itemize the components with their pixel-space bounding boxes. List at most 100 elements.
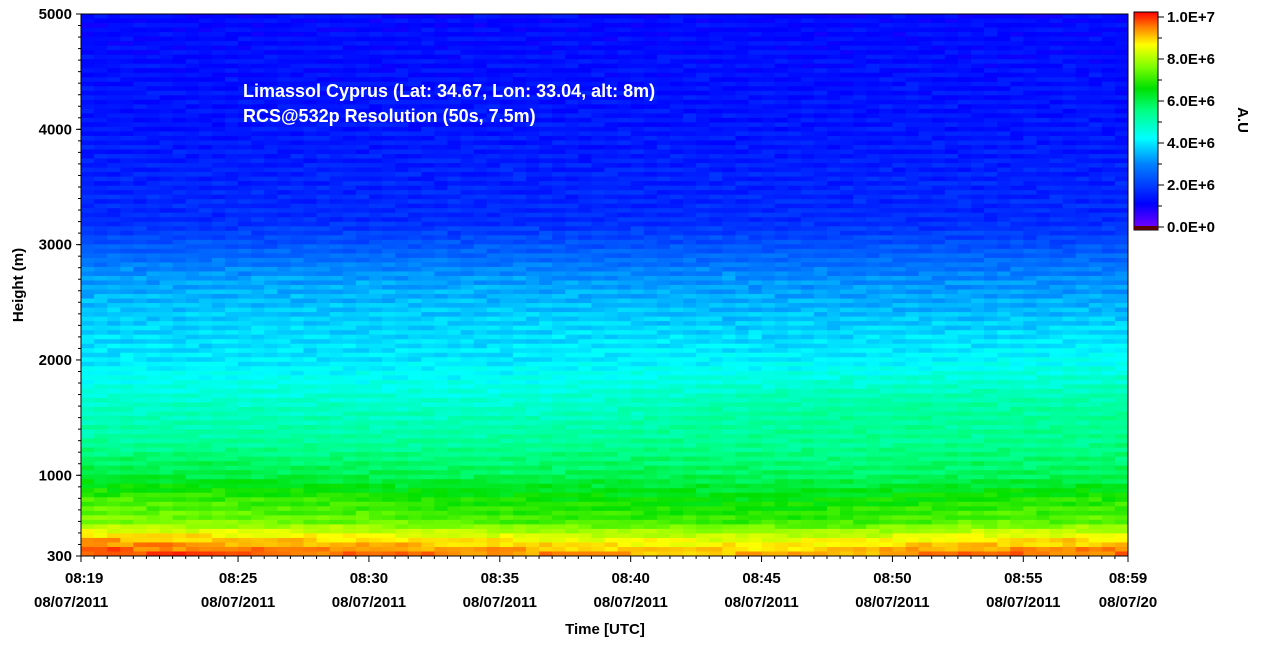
heatmap-cell — [133, 289, 148, 295]
heatmap-cell — [565, 32, 579, 38]
heatmap-cell — [368, 510, 383, 516]
heatmap-cell — [486, 384, 501, 390]
heatmap-cell — [277, 510, 291, 516]
heatmap-cell — [277, 163, 291, 169]
heatmap-cell — [421, 190, 435, 196]
heatmap-cell — [251, 542, 265, 548]
heatmap-cell — [355, 289, 370, 295]
heatmap-cell — [290, 303, 305, 309]
heatmap-cell — [499, 447, 514, 453]
heatmap-cell — [617, 334, 632, 340]
heatmap-cell — [251, 307, 265, 313]
heatmap-cell — [120, 375, 134, 381]
heatmap-cell — [355, 325, 370, 331]
heatmap-cell — [408, 352, 422, 358]
heatmap-cell — [185, 474, 200, 480]
heatmap-cell — [591, 194, 606, 200]
heatmap-cell — [578, 339, 593, 345]
heatmap-cell — [316, 519, 331, 525]
heatmap-cell — [133, 217, 148, 223]
heatmap-cell — [499, 144, 514, 151]
heatmap-cell — [264, 488, 278, 494]
heatmap-cell — [224, 420, 239, 426]
heatmap-cell — [408, 135, 422, 142]
heatmap-cell — [408, 18, 422, 24]
heatmap-cell — [355, 181, 370, 187]
heatmap-cell — [277, 447, 291, 453]
heatmap-cell — [94, 239, 108, 245]
heatmap-cell — [198, 77, 213, 83]
heatmap-cell — [499, 18, 514, 24]
heatmap-cell — [539, 438, 553, 444]
heatmap-cell — [512, 163, 527, 169]
heatmap-cell — [94, 253, 108, 259]
heatmap-cell — [264, 144, 278, 151]
heatmap-cell — [499, 334, 514, 340]
heatmap-cell — [316, 181, 331, 187]
heatmap-cell — [565, 257, 579, 264]
heatmap-cell — [460, 357, 475, 363]
heatmap-cell — [277, 41, 291, 47]
heatmap-cell — [224, 375, 239, 381]
heatmap-cell — [395, 226, 409, 232]
heatmap-cell — [408, 226, 422, 232]
heatmap-cell — [578, 77, 593, 83]
heatmap-cell — [486, 425, 501, 431]
heatmap-cell — [421, 144, 435, 151]
heatmap-cell — [146, 420, 161, 426]
heatmap-cell — [499, 235, 514, 241]
heatmap-cell — [460, 257, 475, 264]
heatmap-cell — [617, 221, 632, 227]
heatmap-cell — [604, 190, 619, 196]
heatmap-cell — [578, 434, 593, 440]
heatmap-cell — [368, 203, 383, 209]
heatmap-cell — [473, 366, 488, 372]
heatmap-cell — [512, 492, 527, 498]
heatmap-cell — [133, 144, 148, 151]
heatmap-cell — [460, 63, 475, 69]
heatmap-cell — [539, 113, 553, 119]
heatmap-cell — [107, 271, 121, 277]
heatmap-cell — [460, 280, 475, 286]
heatmap-cell — [591, 72, 606, 78]
heatmap-cell — [499, 316, 514, 322]
heatmap-cell — [395, 81, 409, 87]
heatmap-cell — [539, 447, 553, 453]
heatmap-cell — [290, 492, 305, 498]
heatmap-cell — [198, 533, 213, 539]
heatmap-cell — [172, 140, 187, 146]
heatmap-cell — [578, 537, 593, 544]
heatmap-cell — [591, 303, 606, 309]
heatmap-cell — [185, 497, 200, 503]
heatmap-cell — [316, 524, 331, 530]
heatmap-cell — [525, 515, 540, 521]
heatmap-cell — [303, 307, 318, 313]
heatmap-cell — [512, 68, 527, 74]
heatmap-cell — [591, 63, 606, 69]
heatmap-cell — [238, 81, 252, 87]
heatmap-cell — [185, 235, 200, 241]
heatmap-cell — [355, 50, 370, 56]
heatmap-cell — [591, 366, 606, 372]
heatmap-cell — [224, 203, 239, 209]
heatmap-cell — [277, 63, 291, 69]
heatmap-cell — [525, 461, 540, 467]
heatmap-cell — [277, 72, 291, 78]
heatmap-cell — [355, 144, 370, 151]
heatmap-cell — [251, 375, 265, 381]
heatmap-cell — [120, 104, 134, 110]
heatmap-cell — [486, 275, 501, 282]
heatmap-cell — [382, 253, 396, 259]
heatmap-cell — [146, 307, 161, 313]
heatmap-cell — [421, 248, 435, 254]
heatmap-cell — [251, 144, 265, 151]
heatmap-cell — [408, 90, 422, 96]
heatmap-cell — [512, 275, 527, 282]
heatmap-cell — [107, 63, 121, 69]
heatmap-cell — [264, 289, 278, 295]
heatmap-cell — [355, 63, 370, 69]
heatmap-cell — [329, 479, 344, 485]
heatmap-cell — [198, 248, 213, 254]
heatmap-cell — [146, 488, 161, 494]
heatmap-cell — [565, 185, 579, 191]
